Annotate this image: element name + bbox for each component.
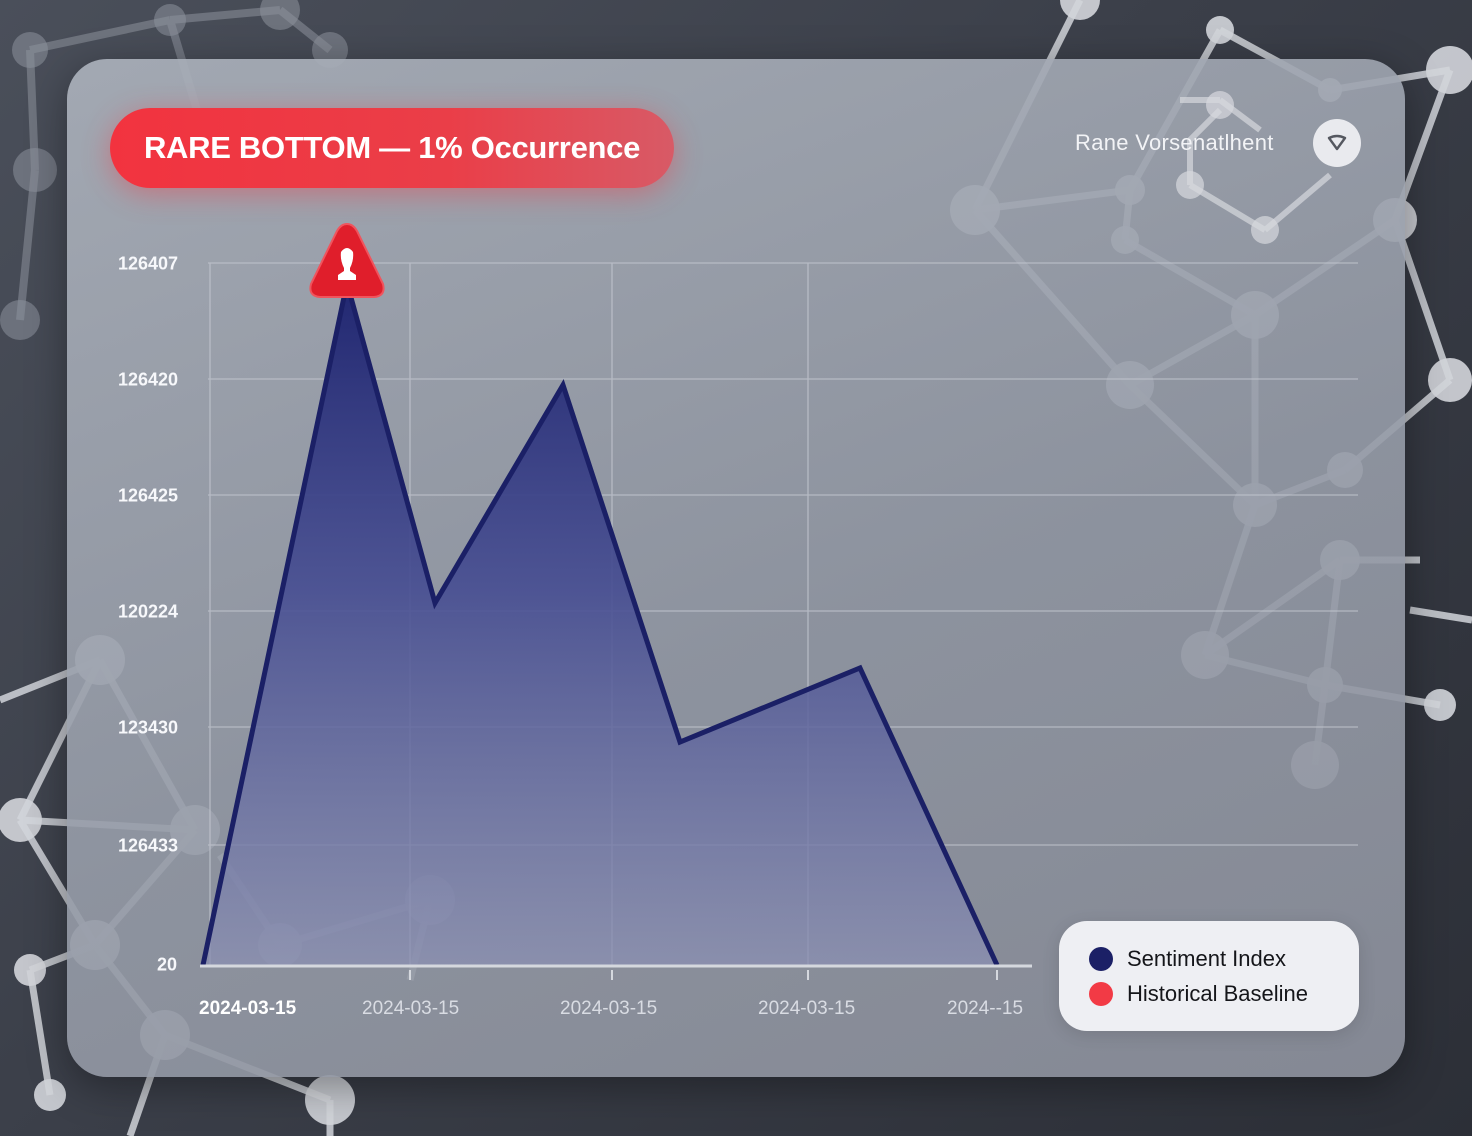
header-right-label: Rane Vorsenatlhent (1075, 130, 1274, 155)
legend-item-sentiment-index[interactable]: Sentiment Index (1089, 946, 1286, 972)
y-tick-label: 126425 (118, 485, 179, 506)
legend-label: Sentiment Index (1127, 946, 1286, 971)
legend-item-historical-baseline[interactable]: Historical Baseline (1089, 981, 1308, 1007)
y-tick-label: 126420 (118, 369, 179, 390)
x-tick-label: 2024-03-15 (362, 998, 460, 1019)
header-right: Rane Vorsenatlhent (1075, 120, 1274, 166)
y-tick-label: 123430 (118, 717, 179, 738)
legend-dot-icon (1089, 982, 1113, 1006)
x-tick-label: 2024--15 (947, 998, 1024, 1019)
rare-bottom-badge: RARE BOTTOM — 1% Occurrence (110, 108, 674, 188)
sentiment-area (203, 283, 997, 965)
badge-label: RARE BOTTOM — 1% Occurrence (143, 130, 641, 165)
x-tick-label: 2024-03-15 (758, 998, 856, 1019)
warning-triangle-icon (309, 222, 385, 298)
y-tick-label: 20 (157, 954, 178, 975)
triangle-down-icon (1327, 134, 1347, 151)
x-tick-label: 2024-03-15 (560, 998, 658, 1019)
x-tick-label: 2024-03-15 (199, 998, 297, 1019)
chart-legend: Sentiment Index Historical Baseline (1059, 921, 1359, 1031)
y-tick-label: 126407 (118, 253, 179, 274)
y-tick-label: 126433 (118, 835, 179, 856)
legend-dot-icon (1089, 947, 1113, 971)
legend-label: Historical Baseline (1127, 981, 1308, 1006)
x-ticks (409, 970, 998, 980)
y-tick-label: 120224 (118, 601, 179, 622)
dropdown-button[interactable] (1313, 119, 1361, 167)
